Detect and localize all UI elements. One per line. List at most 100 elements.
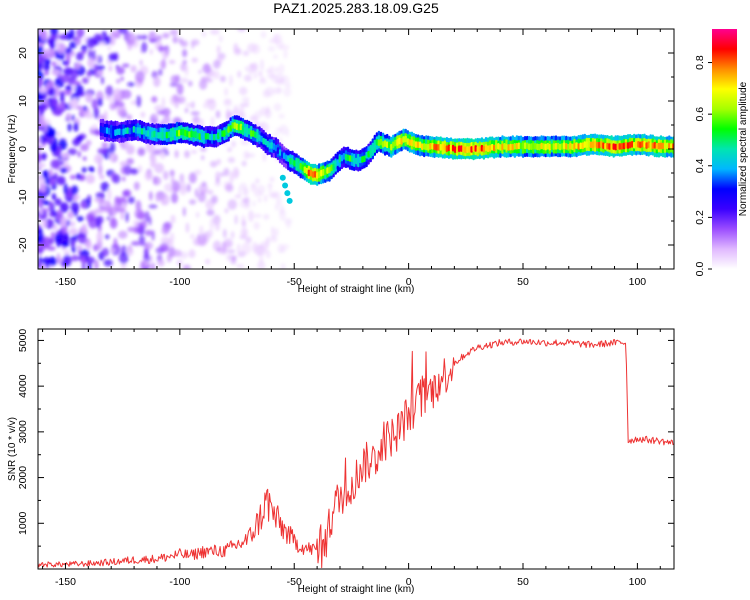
noise-blob [113,237,118,250]
ridge-core [260,135,263,143]
noise-blob [125,144,135,155]
noise-blob [69,29,75,39]
noise-blob [268,184,273,194]
ridge-core [248,128,251,135]
noise-blob [38,42,45,47]
ridge-core [639,141,642,149]
noise-blob [49,29,59,36]
noise-blob [148,204,158,209]
noise-blob [214,180,221,187]
noise-blob [150,156,157,167]
noise-blob [222,244,228,255]
ridge-tail-blob [284,190,291,197]
ridge-core [134,127,138,134]
noise-blob [189,234,195,239]
noise-blob [205,258,211,265]
ridge-core [357,156,360,164]
ridge-core [264,138,267,146]
x-tick-label: 100 [629,276,647,288]
ridge-core [377,139,381,147]
noise-blob [92,128,101,136]
ridge-core [484,144,488,151]
ridge-core [530,143,533,150]
noise-blob [104,110,108,122]
noise-blob [193,238,201,246]
noise-blob [223,99,232,107]
noise-blob [184,265,189,269]
noise-blob [51,69,61,76]
ridge-core [114,129,117,137]
noise-blob [72,240,76,248]
y-tick-label: -20 [17,237,29,252]
noise-blob [138,235,146,243]
noise-blob [54,233,62,244]
ridge-core [604,143,607,150]
noise-blob [153,114,158,119]
ridge-core [128,127,131,135]
noise-blob [101,247,110,257]
noise-blob [273,54,278,60]
noise-blob [59,167,68,174]
noise-blob [127,226,136,233]
ridge-core [538,143,541,151]
noise-blob [215,110,221,119]
ridge-core [519,142,523,150]
ridge-core [239,123,243,131]
ridge-core [204,133,208,140]
noise-blob [267,45,276,52]
noise-blob [100,76,105,85]
noise-blob [97,148,107,155]
noise-blob [129,168,139,175]
noise-blob [40,29,48,42]
ridge-core [122,128,125,136]
ridge-core [546,142,549,150]
ridge-core [408,139,411,146]
noise-blob [188,199,197,205]
noise-blob [257,244,266,257]
ridge-core [285,154,288,162]
noise-blob [51,61,57,67]
ridge-core [552,143,556,150]
spectrogram-y-label: Frequency (Hz) [7,115,18,184]
ridge-core [458,145,461,153]
ridge-core [628,141,632,149]
noise-blob [171,192,178,204]
ridge-core [217,132,220,140]
ridge-core [517,142,521,150]
noise-blob [237,70,242,79]
ridge-core [326,167,329,174]
ridge-core [425,143,428,151]
snr-x-label: Height of straight line (km) [298,584,415,595]
ridge-core [503,143,506,150]
noise-blob [279,63,285,74]
noise-blob [88,49,92,60]
ridge-core [351,155,354,163]
noise-blob [242,187,249,197]
ridge-core [266,140,269,148]
ridge-core [287,155,290,162]
colorbar-tick-label: 0.0 [694,262,706,277]
noise-blob [205,78,213,83]
noise-blob [251,43,261,55]
ridge-core [161,132,164,139]
ridge-core [416,141,420,149]
x-tick-label: 50 [517,576,529,588]
ridge-core [501,143,504,151]
noise-blob [216,45,221,54]
ridge-core [118,128,121,136]
noise-blob [122,91,130,98]
noise-blob [105,94,111,101]
ridge-core [173,129,177,137]
ridge-core [215,133,218,141]
noise-blob [227,147,232,152]
noise-blob [127,82,136,87]
ridge-core [163,131,166,139]
ridge-core [581,142,584,150]
noise-blob [157,46,168,51]
noise-blob [44,218,55,229]
noise-blob [72,83,76,92]
noise-blob [63,183,68,195]
noise-blob [257,198,262,203]
noise-blob [264,194,268,203]
ridge-core [101,126,105,134]
